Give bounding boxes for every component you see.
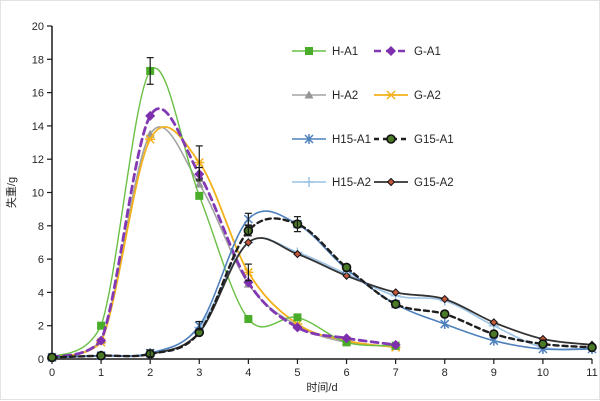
series-g15-a2 [47,237,597,362]
marker-diamond [390,339,401,350]
marker-square [244,315,253,324]
x-tick-label: 7 [393,367,399,379]
series-line-h-a1 [51,67,397,359]
legend-item-g15-a2: G15-A2 [374,177,454,189]
legend-item-h-a2: H-A2 [292,90,358,102]
y-tick-label: 4 [38,287,44,299]
legend: H-A2 G-A2 H-A1 G-A1 H15-A2 G15-A2 H15-A1 G15-A1 [292,46,454,189]
legend-label: H-A1 [332,46,358,58]
marker-square [97,321,106,330]
marker-diamond-small [440,294,449,304]
marker-diamond-small [489,318,499,327]
legend-label: H-A2 [332,90,358,102]
y-axis-title: 失重/g [4,177,18,208]
x-axis-title: 时间/d [306,381,337,394]
legend-item-g15-a1: G15-A1 [374,134,454,146]
x-tick-label: 0 [49,367,55,379]
legend-item-h15-a2: H15-A2 [292,177,371,189]
legend-label: G15-A2 [414,177,454,189]
x-tick-label: 2 [147,367,153,379]
marker-circle [587,342,597,353]
marker-diamond [145,110,156,121]
marker-circle [439,309,450,319]
legend-item-h-a1: H-A1 [292,46,358,58]
series-h15-a2 [47,237,597,363]
legend-item-g-a2: G-A2 [374,90,441,102]
x-tick-label: 5 [294,367,300,379]
marker-plus [304,177,314,187]
marker-circle [386,134,396,144]
y-tick-label: 10 [32,188,44,200]
marker-diamond [292,322,303,333]
legend-label: H15-A2 [332,177,371,189]
legend-item-h15-a1: H15-A1 [292,134,371,146]
marker-asterisk [440,319,450,330]
marker-diamond [341,333,352,344]
legend-label: H15-A1 [332,134,371,146]
y-tick-label: 20 [32,21,44,33]
x-tick-label: 3 [196,367,202,379]
y-tick-label: 18 [32,54,44,66]
series-g15-a1 [47,217,597,363]
marker-diamond-small [293,249,302,259]
marker-star [386,90,396,100]
y-tick-label: 2 [38,321,44,333]
marker-asterisk [304,134,314,144]
x-tick-label: 6 [343,367,349,379]
error-bars [146,57,301,358]
marker-star [145,134,156,144]
x-tick-label: 10 [537,367,549,379]
marker-circle [538,339,548,349]
marker-diamond-small [342,271,351,280]
marker-circle [341,262,352,273]
marker-diamond-small [386,177,396,187]
legend-label: G-A2 [414,90,441,102]
y-tick-label: 6 [38,254,44,266]
marker-diamond-small [391,288,400,297]
y-tick-label: 14 [32,121,44,133]
x-tick-label: 8 [442,367,448,379]
legend-item-g-a1: G-A1 [374,46,441,58]
y-tick-label: 12 [32,154,44,166]
marker-diamond [386,46,396,56]
y-tick-label: 16 [32,88,44,100]
marker-square [195,191,204,200]
marker-circle [390,299,401,309]
legend-label: G15-A1 [414,134,454,146]
marker-circle [489,329,499,339]
marker-diamond [96,335,107,346]
marker-triangle [194,179,204,188]
marker-triangle [304,90,314,99]
x-tick-label: 1 [98,367,104,379]
marker-square [293,313,302,322]
marker-circle [96,350,106,361]
legend-label: G-A1 [414,46,441,58]
y-tick-label: 0 [38,354,44,366]
x-tick-label: 4 [245,367,251,379]
marker-circle [47,352,57,363]
x-tick-label: 9 [491,367,497,379]
marker-square [305,47,313,55]
x-tick-label: 11 [586,367,597,379]
y-tick-label: 8 [38,221,44,233]
marker-diamond-small [244,238,253,247]
marker-diamond [243,277,254,288]
